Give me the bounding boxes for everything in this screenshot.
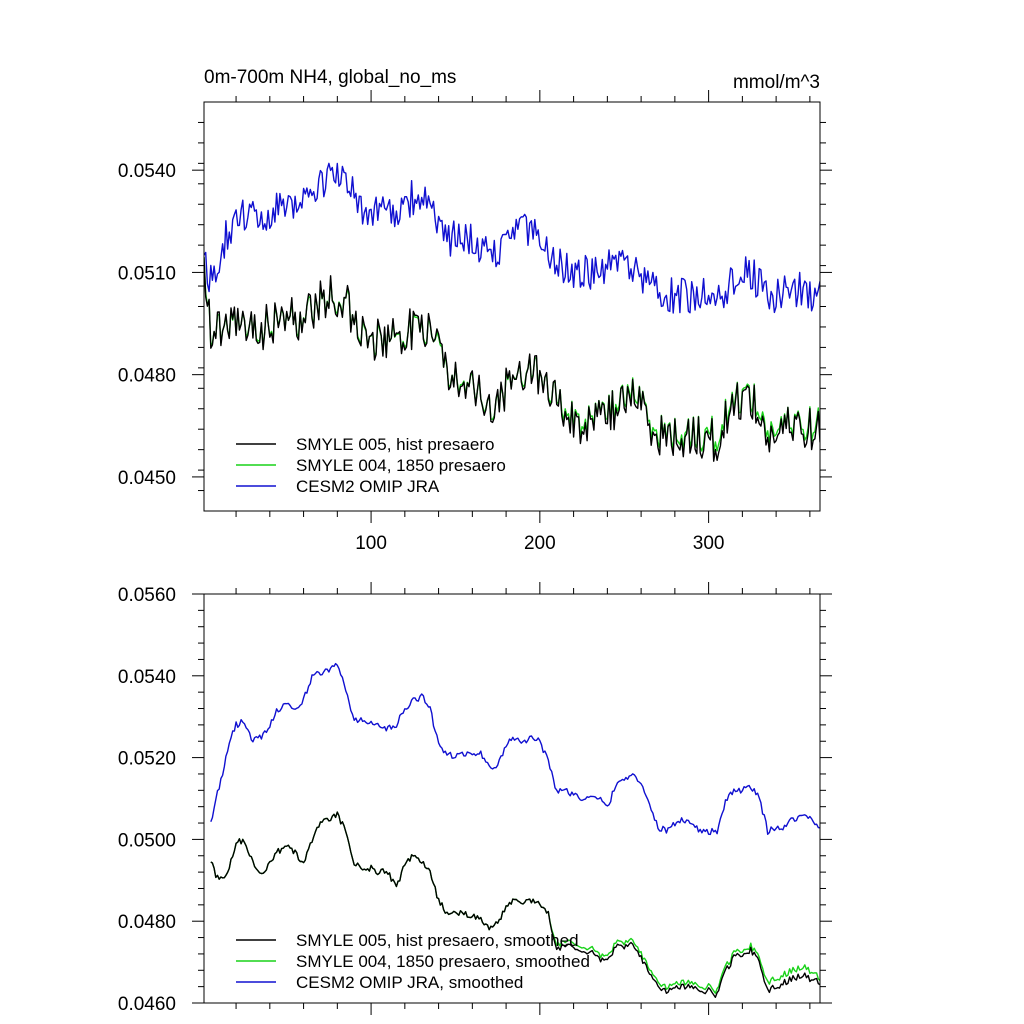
legend-label: SMYLE 004, 1850 presaero [296,456,506,475]
bottom-panel-legend: SMYLE 005, hist presaero, smoothed SMYLE … [236,931,590,992]
legend-label: SMYLE 004, 1850 presaero, smoothed [296,952,590,971]
top-panel-legend: SMYLE 005, hist presaero SMYLE 004, 1850 … [236,435,506,496]
bottom-panel-frame [203,593,821,1004]
bottom-panel: 0.0460 0.0480 0.0500 0.0520 0.0540 0.0560 SMY… [118,582,832,1015]
legend-label: CESM2 OMIP JRA, smoothed [296,973,523,992]
series-line [204,162,820,314]
series-line [204,257,820,462]
legend-label: SMYLE 005, hist presaero, smoothed [296,931,579,950]
top-panel-axes: 100 200 300 0.0450 0.0480 0.0510 0.0540 [118,90,832,554]
x-tick-label: 300 [693,533,725,554]
y-tick-label: 0.0500 [118,830,176,851]
top-panel-series [204,162,820,462]
y-tick-label: 0.0450 [118,468,176,489]
y-tick-label: 0.0560 [118,585,176,606]
series-line [210,662,820,836]
legend-label: SMYLE 005, hist presaero [296,435,494,454]
y-tick-label: 0.0480 [118,912,176,933]
y-tick-label: 0.0540 [118,667,176,688]
legend-label: CESM2 OMIP JRA [296,477,440,496]
y-tick-label: 0.0480 [118,366,176,387]
y-tick-label: 0.0520 [118,749,176,770]
top-panel: 0m-700m NH4, global_no_ms mmol/m^3 100 20… [118,67,832,554]
series-line [210,811,820,998]
top-panel-units: mmol/m^3 [733,72,820,93]
y-tick-label: 0.0510 [118,263,176,284]
bottom-panel-axes: 0.0460 0.0480 0.0500 0.0520 0.0540 0.0560 [118,582,832,1015]
y-tick-label: 0.0460 [118,994,176,1015]
y-tick-label: 0.0540 [118,161,176,182]
bottom-panel-series [210,662,820,998]
x-tick-label: 200 [524,533,556,554]
top-panel-title: 0m-700m NH4, global_no_ms [204,67,456,88]
x-tick-label: 100 [355,533,387,554]
top-panel-frame [203,101,821,512]
